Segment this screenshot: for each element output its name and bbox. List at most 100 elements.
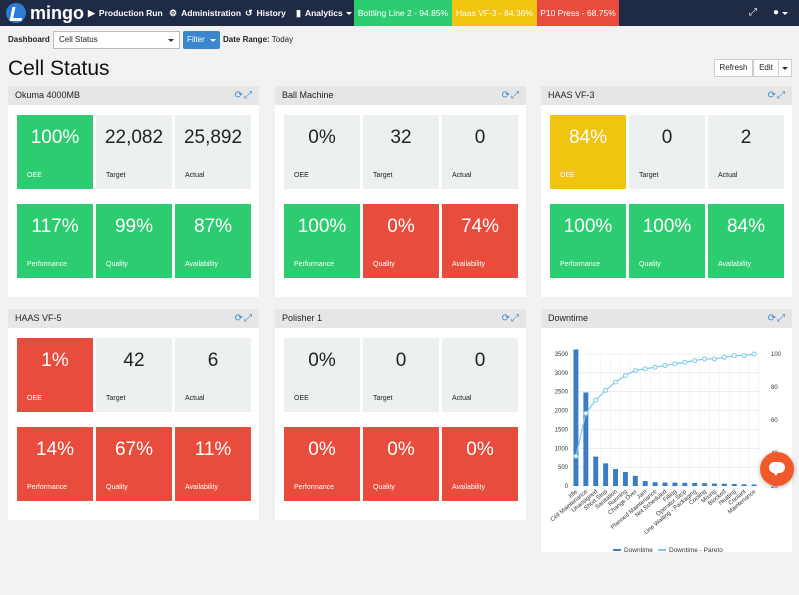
downtime-bar <box>583 392 589 486</box>
pareto-point <box>711 356 717 362</box>
performance-value: 117% <box>31 216 79 237</box>
expand-icon[interactable]: ⤢ <box>777 313 786 324</box>
availability-tile[interactable]: 84% Availability <box>708 204 784 278</box>
target-tile[interactable]: 0 Target <box>629 115 705 189</box>
availability-value: 87% <box>193 216 233 237</box>
nav-analytics[interactable]: ▮ Analytics <box>296 0 352 26</box>
oee-tile[interactable]: 0% OEE <box>284 115 360 189</box>
pareto-point <box>632 368 638 373</box>
quality-label: Quality <box>106 484 128 491</box>
badge-haas-vf-3[interactable]: Haas VF-3 - 84.36% <box>452 0 537 26</box>
cell-panel: Okuma 4000MB ⟳⤢ 100% OEE 22,082 Target 2… <box>8 86 259 297</box>
quality-label: Quality <box>373 261 395 268</box>
edit-button[interactable]: Edit <box>753 59 779 77</box>
refresh-icon[interactable]: ⟳ <box>767 90 777 101</box>
nav-administration[interactable]: ⚙ Administration <box>169 0 241 26</box>
oee-value: 100% <box>30 127 80 148</box>
downtime-bar <box>702 483 708 486</box>
nav-production-run[interactable]: ▶ Production Run <box>88 0 163 26</box>
availability-tile[interactable]: 74% Availability <box>442 204 518 278</box>
actual-label: Actual <box>452 395 472 402</box>
actual-value: 25,892 <box>183 127 243 148</box>
availability-label: Availability <box>185 484 218 491</box>
target-label: Target <box>106 172 126 179</box>
pareto-point <box>662 363 668 369</box>
edit-dropdown-button[interactable] <box>778 59 792 77</box>
panel-tools: ⟳⤢ <box>768 309 786 328</box>
actual-label: Actual <box>452 172 472 179</box>
quality-tile[interactable]: 99% Quality <box>96 204 172 278</box>
actual-tile[interactable]: 0 Actual <box>442 115 518 189</box>
actual-tile[interactable]: 0 Actual <box>442 338 518 412</box>
performance-label: Performance <box>560 261 601 268</box>
dashboard-select[interactable]: Cell Status <box>53 31 180 49</box>
expand-icon[interactable]: ⤢ <box>244 313 253 324</box>
expand-icon[interactable]: ⤢ <box>244 90 253 101</box>
refresh-icon[interactable]: ⟳ <box>501 90 511 101</box>
target-value: 42 <box>123 350 145 371</box>
availability-tile[interactable]: 87% Availability <box>175 204 251 278</box>
performance-tile[interactable]: 100% Performance <box>284 204 360 278</box>
downtime-bar <box>593 456 599 486</box>
fullscreen-icon[interactable]: ⤢ <box>749 7 757 18</box>
actual-tile[interactable]: 2 Actual <box>708 115 784 189</box>
nav-history[interactable]: ↺ History <box>245 0 286 26</box>
oee-tile[interactable]: 100% OEE <box>17 115 93 189</box>
downtime-bar <box>652 482 658 486</box>
quality-value: 100% <box>642 216 692 237</box>
availability-label: Availability <box>452 484 485 491</box>
downtime-panel: Downtime ⟳⤢ 0 500 1000 1500 2000 2500 3000 3500… <box>541 309 792 554</box>
oee-tile[interactable]: 0% OEE <box>284 338 360 412</box>
quality-tile[interactable]: 100% Quality <box>629 204 705 278</box>
nav-history-label: History <box>256 8 286 18</box>
pareto-point <box>672 361 678 367</box>
target-tile[interactable]: 32 Target <box>363 115 439 189</box>
target-tile[interactable]: 0 Target <box>363 338 439 412</box>
performance-tile[interactable]: 100% Performance <box>550 204 626 278</box>
availability-tile[interactable]: 11% Availability <box>175 427 251 501</box>
performance-tile[interactable]: 117% Performance <box>17 204 93 278</box>
oee-value: 0% <box>308 127 336 148</box>
availability-label: Availability <box>185 261 218 268</box>
refresh-icon[interactable]: ⟳ <box>234 313 244 324</box>
actual-tile[interactable]: 25,892 Actual <box>175 115 251 189</box>
expand-icon[interactable]: ⤢ <box>511 313 520 324</box>
quality-tile[interactable]: 0% Quality <box>363 427 439 501</box>
target-label: Target <box>106 395 126 402</box>
refresh-icon[interactable]: ⟳ <box>234 90 244 101</box>
badge-p10-press[interactable]: P10 Press - 68.75% <box>537 0 619 26</box>
refresh-icon[interactable]: ⟳ <box>767 313 777 324</box>
availability-value: 74% <box>460 216 500 237</box>
oee-label: OEE <box>27 395 42 402</box>
expand-icon[interactable]: ⤢ <box>777 90 786 101</box>
chat-widget-button[interactable] <box>760 452 794 486</box>
quality-tile[interactable]: 0% Quality <box>363 204 439 278</box>
expand-icon[interactable]: ⤢ <box>511 90 520 101</box>
oee-tile[interactable]: 84% OEE <box>550 115 626 189</box>
quality-tile[interactable]: 67% Quality <box>96 427 172 501</box>
target-tile[interactable]: 42 Target <box>96 338 172 412</box>
refresh-button[interactable]: Refresh <box>714 59 753 77</box>
badge-bottling-line-2[interactable]: Bottling Line 2 - 94.85% <box>354 0 452 26</box>
refresh-icon[interactable]: ⟳ <box>501 313 511 324</box>
downtime-bar <box>731 483 737 486</box>
availability-tile[interactable]: 0% Availability <box>442 427 518 501</box>
date-range: Date Range: Today <box>223 35 293 44</box>
performance-tile[interactable]: 14% Performance <box>17 427 93 501</box>
performance-tile[interactable]: 0% Performance <box>284 427 360 501</box>
target-tile[interactable]: 22,082 Target <box>96 115 172 189</box>
user-icon[interactable]: ● <box>773 0 789 26</box>
downtime-bar <box>712 483 717 486</box>
performance-value: 100% <box>297 216 347 237</box>
filter-button[interactable]: Filter <box>183 31 220 49</box>
oee-tile[interactable]: 1% OEE <box>17 338 93 412</box>
panel-header: Okuma 4000MB ⟳⤢ <box>8 86 259 105</box>
brand-logo[interactable]: mingo <box>6 2 84 24</box>
panel-title: Downtime <box>548 313 589 323</box>
downtime-bar <box>632 475 638 486</box>
pareto-point <box>702 356 708 362</box>
downtime-bar <box>622 472 628 486</box>
pareto-point <box>593 397 599 403</box>
downtime-bar <box>721 483 727 486</box>
actual-tile[interactable]: 6 Actual <box>175 338 251 412</box>
